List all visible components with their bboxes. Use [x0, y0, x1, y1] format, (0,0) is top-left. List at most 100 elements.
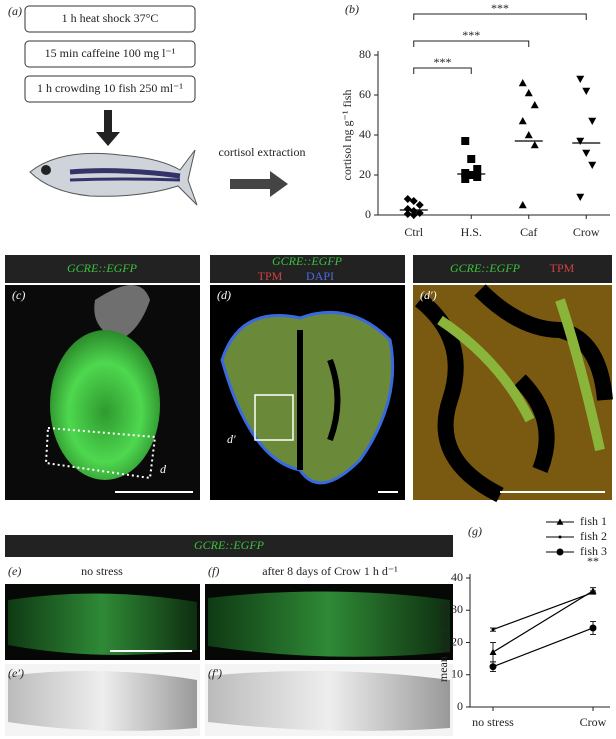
header-text: GCRE::EGFP [272, 254, 343, 268]
header-text: GCRE::EGFP [450, 261, 521, 275]
data-point [403, 195, 412, 203]
header-text: DAPI [306, 269, 334, 283]
scale-bar [378, 491, 398, 493]
data-point [518, 79, 527, 87]
data-point [582, 149, 591, 157]
data-point [588, 161, 597, 169]
inset-label: d [160, 462, 167, 476]
series-line [492, 591, 594, 631]
header-text: TPM [258, 269, 283, 283]
significance-label: ** [587, 554, 599, 568]
image-shape [208, 591, 450, 657]
step-box [24, 40, 196, 68]
y-tick-label: 60 [359, 87, 371, 101]
panel-header [5, 535, 453, 557]
scale-bar [500, 491, 605, 493]
header-text: GCRE::EGFP [194, 538, 265, 552]
legend-marker [556, 548, 564, 556]
panel-label: (c) [12, 288, 25, 302]
step-text: 1 h heat shock 37°C [62, 11, 159, 25]
panel-label: (d′) [420, 288, 437, 302]
data-point [461, 175, 470, 183]
legend-label: fish 1 [580, 514, 607, 528]
significance-label: *** [434, 55, 452, 69]
y-tick-label: 20 [451, 634, 463, 648]
panel-header [210, 255, 405, 283]
legend-label: fish 3 [580, 544, 607, 558]
arrow [230, 171, 288, 197]
y-axis-label: mean grey value [436, 603, 450, 682]
y-tick-label: 10 [451, 667, 463, 681]
header-text: GCRE::EGFP [67, 261, 138, 275]
y-tick-label: 0 [457, 699, 463, 713]
inset-label: d′ [227, 432, 236, 446]
y-tick-label: 40 [359, 127, 371, 141]
data-point [524, 131, 533, 139]
step-text: 15 min caffeine 100 mg l⁻¹ [45, 46, 176, 60]
image-shape [297, 330, 341, 470]
image-shape [50, 330, 160, 480]
data-point [576, 137, 585, 145]
significance-bracket [413, 13, 587, 20]
legend-marker [558, 535, 562, 539]
fish-drawing [29, 149, 198, 206]
data-point [588, 117, 597, 125]
image-shape [8, 670, 197, 731]
arrow-label: cortisol extraction [219, 145, 306, 159]
y-tick-label: 30 [451, 602, 463, 616]
panel-label: (e′) [8, 666, 24, 680]
significance-label: *** [491, 1, 509, 15]
significance-label: *** [462, 28, 480, 42]
y-tick-label: 80 [359, 47, 371, 61]
y-tick-label: 20 [359, 167, 371, 181]
data-point [409, 211, 418, 219]
data-point [589, 624, 597, 632]
panel-label: (a) [8, 4, 22, 18]
x-tick-label: Caf [520, 225, 537, 239]
data-point [415, 201, 424, 209]
x-tick-label: H.S. [461, 225, 482, 239]
data-point [489, 648, 497, 655]
panel-label: (d) [217, 288, 231, 302]
legend-marker [556, 518, 564, 525]
data-point [489, 663, 497, 671]
significance-bracket [413, 40, 530, 47]
panel-header [5, 255, 200, 283]
x-tick-label: Crow [580, 715, 607, 729]
series-line [492, 627, 594, 668]
data-point [461, 137, 470, 145]
y-tick-label: 0 [365, 207, 371, 221]
data-point [473, 173, 482, 181]
data-point [576, 193, 585, 201]
header-text: TPM [550, 261, 575, 275]
data-point [576, 75, 585, 83]
data-point [491, 628, 495, 632]
caption: after 8 days of Crow 1 h d⁻¹ [262, 564, 398, 578]
image-shape [94, 285, 150, 340]
arrow [96, 110, 120, 146]
inset-box [44, 426, 157, 480]
inset-box [254, 394, 294, 441]
data-point [403, 210, 412, 218]
data-point [518, 117, 527, 125]
panel-header [413, 255, 612, 283]
caption: no stress [81, 564, 123, 578]
scale-bar [110, 650, 192, 652]
data-point [582, 87, 591, 95]
step-box [24, 5, 196, 33]
data-point [409, 197, 418, 205]
x-tick-label: Ctrl [404, 225, 423, 239]
panel-label: (b) [345, 2, 359, 16]
panel-label: (g) [468, 524, 482, 538]
image-shape [208, 670, 450, 731]
y-tick-label: 40 [451, 570, 463, 584]
data-point [518, 201, 527, 209]
x-tick-label: Crow [573, 225, 600, 239]
series-line [492, 590, 594, 653]
image-shape [8, 593, 197, 655]
data-point [530, 101, 539, 109]
panel-label: (e) [8, 564, 21, 578]
step-box [24, 75, 196, 103]
